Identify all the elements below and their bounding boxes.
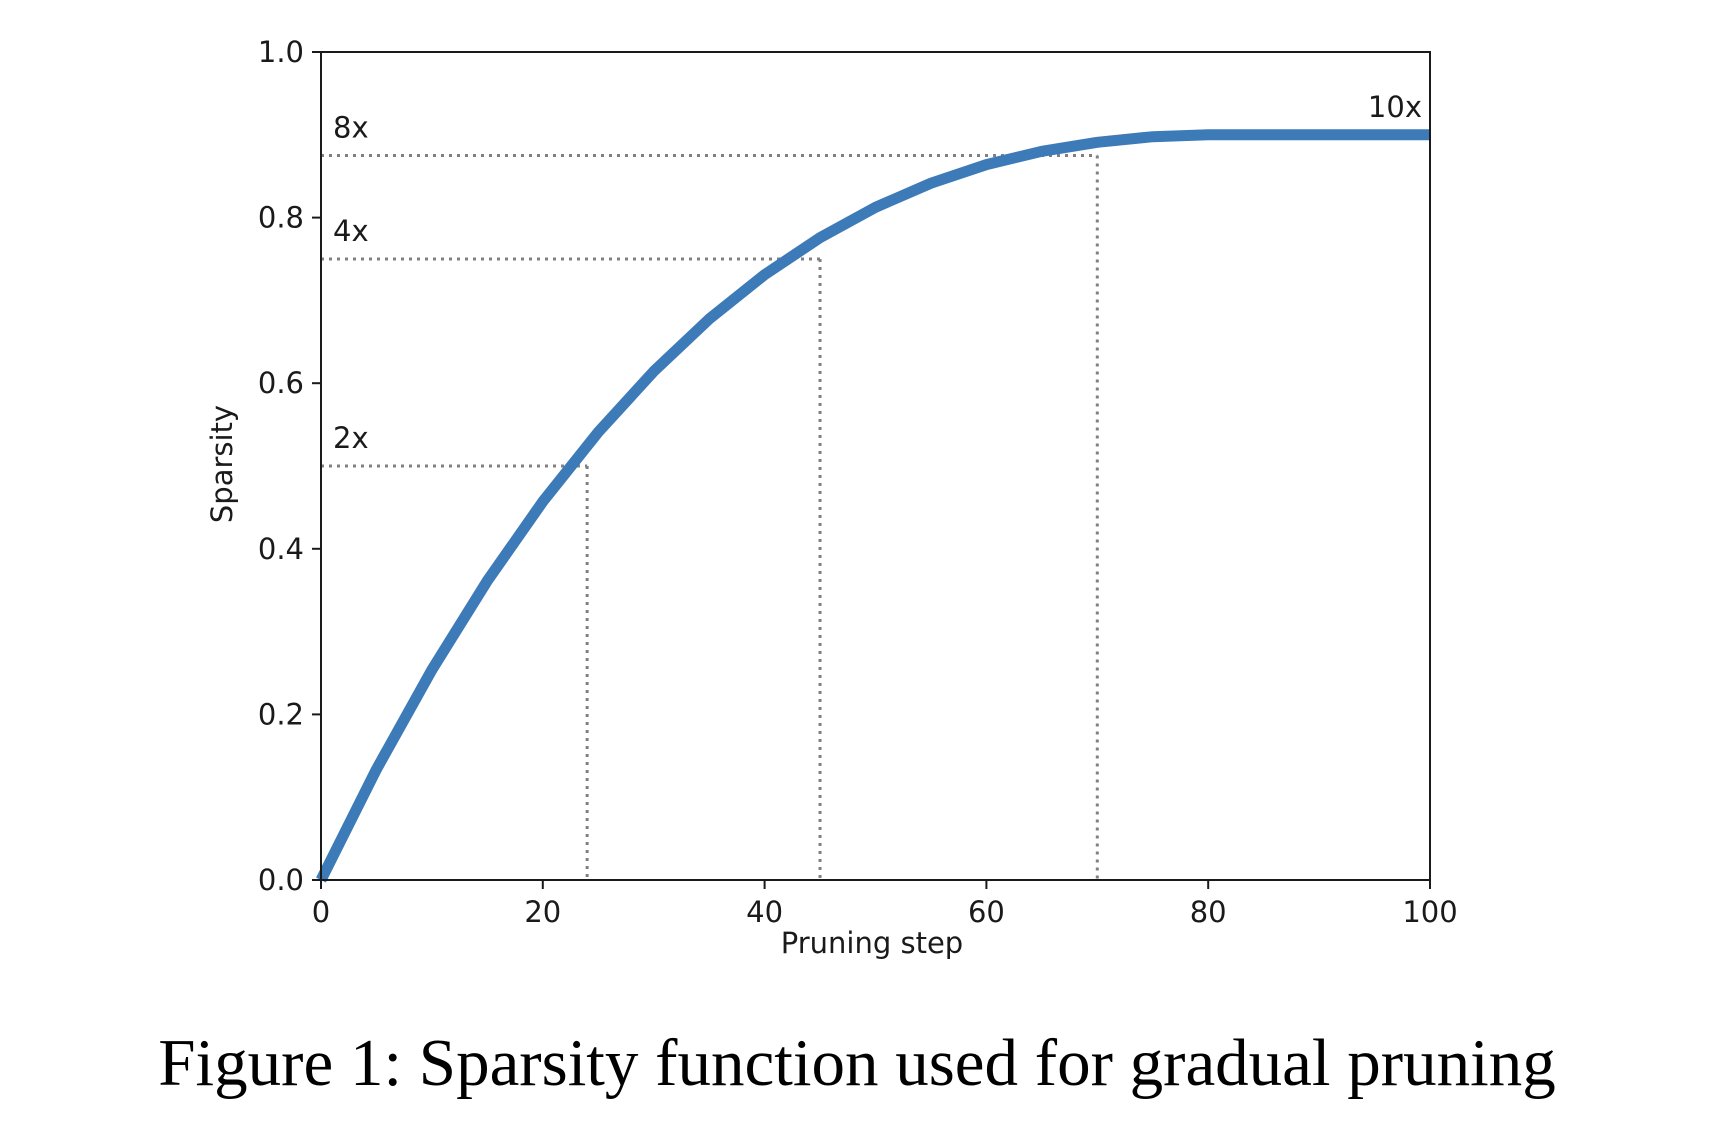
ticks: 0 20 40 60 80 100 0.0 0.2 0.4 0.6 0.8 1.0 bbox=[258, 35, 1458, 929]
axes bbox=[320, 51, 1431, 881]
y-tick-label-1: 0.2 bbox=[258, 697, 304, 731]
y-tick-label-2: 0.4 bbox=[258, 532, 304, 566]
sparsity-curve-line bbox=[316, 129, 1430, 883]
y-tick-label-5: 1.0 bbox=[258, 35, 304, 69]
x-tick-label-0: 0 bbox=[312, 895, 330, 929]
x-tick-label-5: 100 bbox=[1402, 895, 1457, 929]
sparsity-chart: 0 20 40 60 80 100 0.0 0.2 0.4 0.6 0.8 1.0 2x 4x 8x 10x… bbox=[205, 35, 1458, 960]
annotation-label-8x: 8x bbox=[333, 111, 369, 145]
x-tick-label-1: 20 bbox=[524, 895, 561, 929]
annotation-label-2x: 2x bbox=[333, 421, 369, 455]
y-tick-label-4: 0.8 bbox=[258, 201, 304, 235]
x-tick-label-4: 80 bbox=[1190, 895, 1227, 929]
curve-layer bbox=[316, 129, 1431, 883]
figure-caption: Figure 1: Sparsity function used for gra… bbox=[158, 1026, 1556, 1100]
annotation-label-10x: 10x bbox=[1368, 90, 1422, 124]
y-tick-label-0: 0.0 bbox=[258, 863, 304, 897]
annotation-label-4x: 4x bbox=[333, 214, 369, 248]
x-tick-label-2: 40 bbox=[746, 895, 783, 929]
plot-frame bbox=[320, 51, 1431, 881]
y-tick-label-3: 0.6 bbox=[258, 366, 304, 400]
annotations: 2x 4x 8x 10x bbox=[333, 90, 1422, 455]
reference-lines bbox=[321, 154, 1099, 880]
y-axis-label: Sparsity bbox=[205, 405, 239, 523]
x-axis-label: Pruning step bbox=[781, 926, 963, 960]
x-tick-label-3: 60 bbox=[968, 895, 1005, 929]
